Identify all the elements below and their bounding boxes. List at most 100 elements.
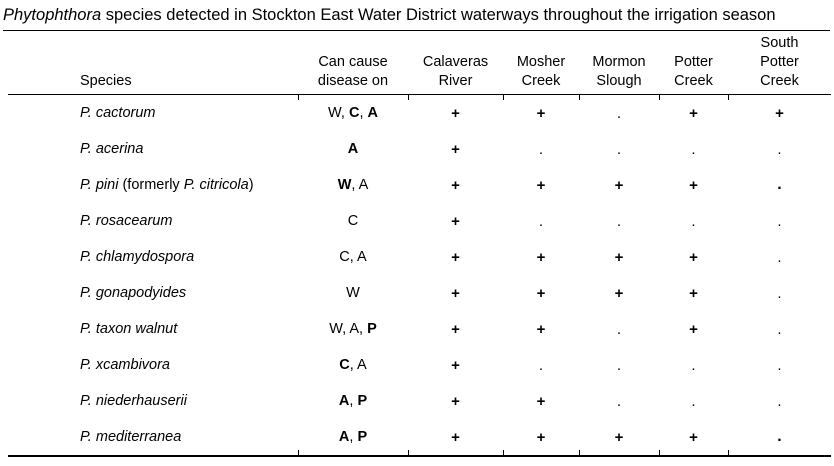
detected-mark: + <box>536 320 546 338</box>
host-code: A <box>347 141 359 157</box>
detection-cell: + <box>727 94 831 132</box>
detected-mark: + <box>614 284 624 302</box>
detection-cell: . <box>503 131 579 167</box>
detected-mark: + <box>689 104 698 122</box>
not-detected-mark: . <box>777 248 782 266</box>
species-name-segment: P. chlamydospora <box>80 249 195 265</box>
hosts-cell: C <box>298 203 408 239</box>
detected-mark: + <box>451 140 460 158</box>
header-line: Creek <box>521 73 561 89</box>
detected-mark: + <box>689 320 698 338</box>
host-code: W <box>328 105 341 121</box>
detected-mark: + <box>536 176 546 194</box>
not-detected-mark: . <box>616 104 622 122</box>
detected-mark: + <box>451 320 460 338</box>
species-cell: P. chlamydospora <box>8 239 298 275</box>
detection-cell: . <box>503 347 579 383</box>
table-row: P. pini (formerly P. citricola) W, A + + + +. <box>8 167 831 203</box>
column-header-calaveras-river: Calaveras River <box>408 32 503 95</box>
detection-cell: . <box>727 419 831 456</box>
species-cell: P. cactorum <box>8 95 298 132</box>
species-cell: P. taxon walnut <box>8 311 298 347</box>
not-detected-mark: . <box>777 176 782 193</box>
detection-cell: + <box>408 311 503 347</box>
detection-cell: + <box>578 419 659 456</box>
column-header-south-potter-creek: South Potter Creek <box>728 32 831 95</box>
table-row: P. xcambivora C, A +.... <box>8 347 831 383</box>
species-name-segment: P. pini <box>80 177 119 193</box>
detection-cell: . <box>578 94 659 132</box>
host-code: P <box>367 321 377 337</box>
hosts-cell: A, P <box>338 393 368 409</box>
column-header-mosher-creek: Mosher Creek <box>503 32 579 95</box>
table-row: P. cactorum W, C, A + +. + + <box>8 94 831 132</box>
detection-cell: + <box>503 311 579 347</box>
detected-mark: + <box>536 248 546 266</box>
detected-mark: + <box>451 356 460 374</box>
header-line: South <box>760 35 799 51</box>
host-code: A <box>338 429 350 445</box>
not-detected-mark: . <box>691 212 696 230</box>
not-detected-mark: . <box>777 392 782 410</box>
not-detected-mark: . <box>691 140 696 158</box>
host-code: A <box>367 105 378 121</box>
species-cell: P. pini (formerly P. citricola) <box>8 167 298 203</box>
detection-cell: + <box>407 419 503 456</box>
detection-cell: + <box>503 239 579 275</box>
host-code: A <box>357 249 367 265</box>
detection-cell: . <box>659 383 728 419</box>
detection-cell: . <box>728 311 831 347</box>
detection-cell: + <box>408 239 503 275</box>
header-line: Creek <box>674 73 713 89</box>
detected-mark: + <box>451 104 460 122</box>
not-detected-mark: . <box>777 320 782 338</box>
detection-cell: + <box>658 419 728 456</box>
hosts-cell: W <box>298 275 408 311</box>
detection-cell: + <box>408 347 503 383</box>
host-code: C <box>347 213 359 229</box>
species-name-segment: P. rosacearum <box>80 213 173 229</box>
host-code: A <box>349 321 360 337</box>
detected-mark: + <box>451 392 460 410</box>
hosts-cell: A, P <box>297 419 408 456</box>
detected-mark: + <box>614 176 624 194</box>
detection-cell: . <box>659 347 728 383</box>
species-detection-table: Species Can cause disease on Calaveras R… <box>8 32 831 457</box>
header-line: Creek <box>760 73 799 89</box>
species-name-segment: P. taxon walnut <box>80 321 178 337</box>
header-line: Can cause <box>318 54 388 70</box>
not-detected-mark: . <box>691 356 696 374</box>
detection-cell: + <box>408 275 503 311</box>
detection-cell: . <box>579 311 659 347</box>
header-line: Slough <box>596 73 642 89</box>
detection-cell: . <box>579 131 659 167</box>
species-name-segment: (formerly <box>118 177 184 193</box>
title-genus-italic: Phytophthora <box>3 6 102 24</box>
detected-mark: + <box>689 428 698 446</box>
detection-cell: + <box>408 167 503 203</box>
detection-cell: . <box>728 275 831 311</box>
not-detected-mark: . <box>616 320 622 338</box>
not-detected-mark: . <box>538 212 544 230</box>
not-detected-mark: . <box>777 140 782 158</box>
detection-cell: + <box>502 94 579 132</box>
detection-cell: . <box>659 131 728 167</box>
detected-mark: + <box>536 284 546 302</box>
detection-cell: + <box>408 203 503 239</box>
detection-cell: + <box>408 131 503 167</box>
detection-cell: . <box>728 203 831 239</box>
header-line: Species <box>80 73 132 89</box>
column-header-can-cause-disease-on: Can cause disease on <box>298 32 408 95</box>
detection-cell: + <box>502 419 579 456</box>
table-row: P. mediterranea A, P + + + +. <box>8 419 831 456</box>
detected-mark: + <box>689 284 698 302</box>
hosts-cell: C, A <box>339 357 367 373</box>
header-line: Mosher <box>516 54 566 70</box>
detection-cell: + <box>503 383 579 419</box>
not-detected-mark: . <box>616 356 622 374</box>
detection-cell: + <box>658 94 728 132</box>
host-code: A <box>357 357 367 373</box>
detected-mark: + <box>689 176 698 194</box>
species-cell: P. gonapodyides <box>8 275 298 311</box>
